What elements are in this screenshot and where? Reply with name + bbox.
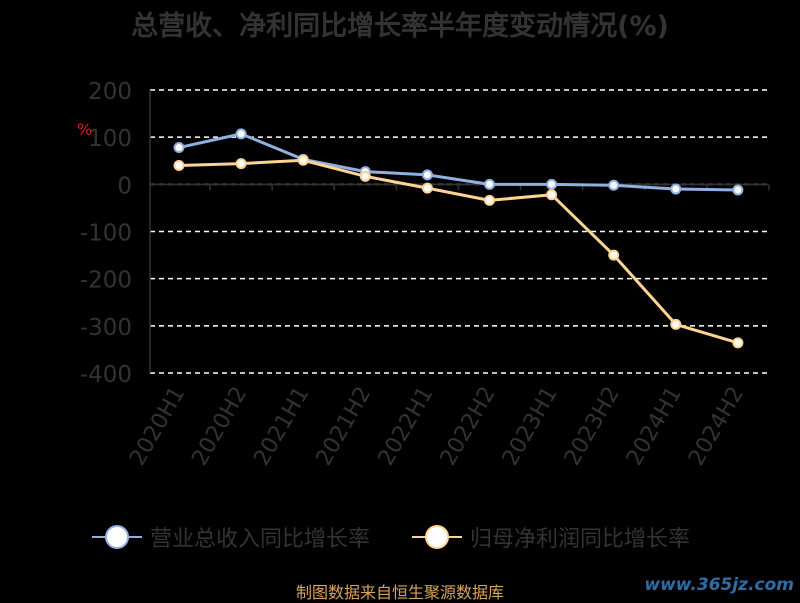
- y-tick-label: -200: [80, 268, 132, 294]
- series-0-point: [546, 178, 558, 190]
- series-1-point: [670, 318, 682, 330]
- series-0-point: [670, 183, 682, 195]
- y-tick-label: 200: [88, 79, 132, 105]
- legend-label-profit: 归母净利润同比增长率: [470, 527, 691, 552]
- legend-marker-revenue: [92, 525, 142, 549]
- x-tick-label: 2022H1: [374, 383, 439, 470]
- x-tick-label: 2021H1: [249, 383, 314, 470]
- series-1-point: [235, 158, 247, 170]
- series-1-point: [359, 170, 371, 182]
- x-tick-label: 2023H2: [560, 383, 625, 470]
- series-1-point: [732, 337, 744, 349]
- legend-item-profit[interactable]: 归母净利润同比增长率: [412, 520, 690, 554]
- chart-title: 总营收、净利同比增长率半年度变动情况(%): [131, 11, 669, 42]
- series-1-point: [297, 154, 309, 166]
- y-tick-label: 100: [88, 126, 132, 152]
- y-axis-label: %: [77, 120, 93, 139]
- series-1-point: [421, 182, 433, 194]
- y-tick-label: -400: [80, 362, 132, 388]
- x-tick-label: 2020H2: [187, 383, 252, 470]
- y-tick-label: 0: [117, 173, 132, 199]
- y-tick-label: -300: [80, 315, 132, 341]
- series-0-point: [608, 179, 620, 191]
- legend-label-revenue: 营业总收入同比增长率: [150, 527, 371, 552]
- series-0-point: [235, 128, 247, 140]
- series-0-point: [421, 169, 433, 181]
- legend-item-revenue[interactable]: 营业总收入同比增长率: [92, 520, 370, 554]
- legend: 营业总收入同比增长率 归母净利润同比增长率: [0, 520, 800, 554]
- x-tick-label: 2023H1: [498, 383, 563, 470]
- legend-marker-profit: [412, 525, 462, 549]
- x-tick-label: 2021H2: [312, 383, 377, 470]
- series-line-0: [178, 132, 738, 192]
- series-1-point: [546, 189, 558, 201]
- x-tick-label: 2022H2: [436, 383, 501, 470]
- series-0-point: [732, 184, 744, 196]
- y-tick-label: -100: [80, 221, 132, 247]
- series-1-point: [173, 159, 185, 171]
- series-0-point: [173, 142, 185, 154]
- series-1-point: [608, 249, 620, 261]
- series-line-1: [178, 158, 739, 345]
- x-tick-label: 2020H1: [125, 383, 190, 470]
- x-tick-label: 2024H1: [622, 383, 687, 470]
- x-tick-label: 2024H2: [684, 383, 749, 470]
- series-0-point: [484, 178, 495, 190]
- data-source: 制图数据来自恒生聚源数据库: [295, 583, 504, 602]
- series-1-point: [484, 194, 495, 206]
- watermark: www.365jz.com: [644, 575, 794, 595]
